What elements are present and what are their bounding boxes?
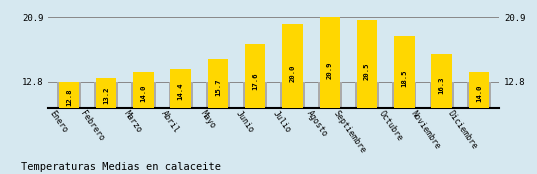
Bar bbox=[57, 82, 81, 108]
Bar bbox=[94, 82, 118, 108]
Text: 14.0: 14.0 bbox=[140, 84, 147, 102]
Text: 15.7: 15.7 bbox=[215, 78, 221, 96]
Bar bbox=[280, 82, 304, 108]
Text: 14.0: 14.0 bbox=[476, 84, 482, 102]
Text: 20.9: 20.9 bbox=[327, 61, 333, 79]
Bar bbox=[392, 82, 417, 108]
Bar bbox=[469, 72, 489, 108]
Text: 12.8: 12.8 bbox=[66, 88, 72, 106]
Text: Temperaturas Medias en calaceite: Temperaturas Medias en calaceite bbox=[21, 162, 221, 172]
Bar bbox=[208, 59, 228, 108]
Bar bbox=[431, 54, 452, 108]
Bar bbox=[59, 82, 79, 108]
Bar bbox=[467, 82, 491, 108]
Text: 20.5: 20.5 bbox=[364, 62, 370, 80]
Text: 14.4: 14.4 bbox=[178, 83, 184, 100]
Bar bbox=[355, 82, 379, 108]
Bar bbox=[394, 36, 415, 108]
Bar bbox=[245, 44, 265, 108]
Bar bbox=[170, 69, 191, 108]
Bar bbox=[96, 78, 117, 108]
Bar bbox=[318, 82, 342, 108]
Bar bbox=[430, 82, 454, 108]
Bar bbox=[169, 82, 193, 108]
Bar bbox=[206, 82, 230, 108]
Bar bbox=[243, 82, 267, 108]
Text: 13.2: 13.2 bbox=[103, 87, 109, 104]
Text: 17.6: 17.6 bbox=[252, 72, 258, 90]
Text: 18.5: 18.5 bbox=[401, 69, 408, 87]
Text: 16.3: 16.3 bbox=[439, 76, 445, 94]
Bar bbox=[320, 17, 340, 108]
Text: 20.0: 20.0 bbox=[289, 64, 295, 82]
Bar bbox=[133, 72, 154, 108]
Bar bbox=[357, 21, 378, 108]
Bar bbox=[131, 82, 156, 108]
Bar bbox=[282, 24, 303, 108]
